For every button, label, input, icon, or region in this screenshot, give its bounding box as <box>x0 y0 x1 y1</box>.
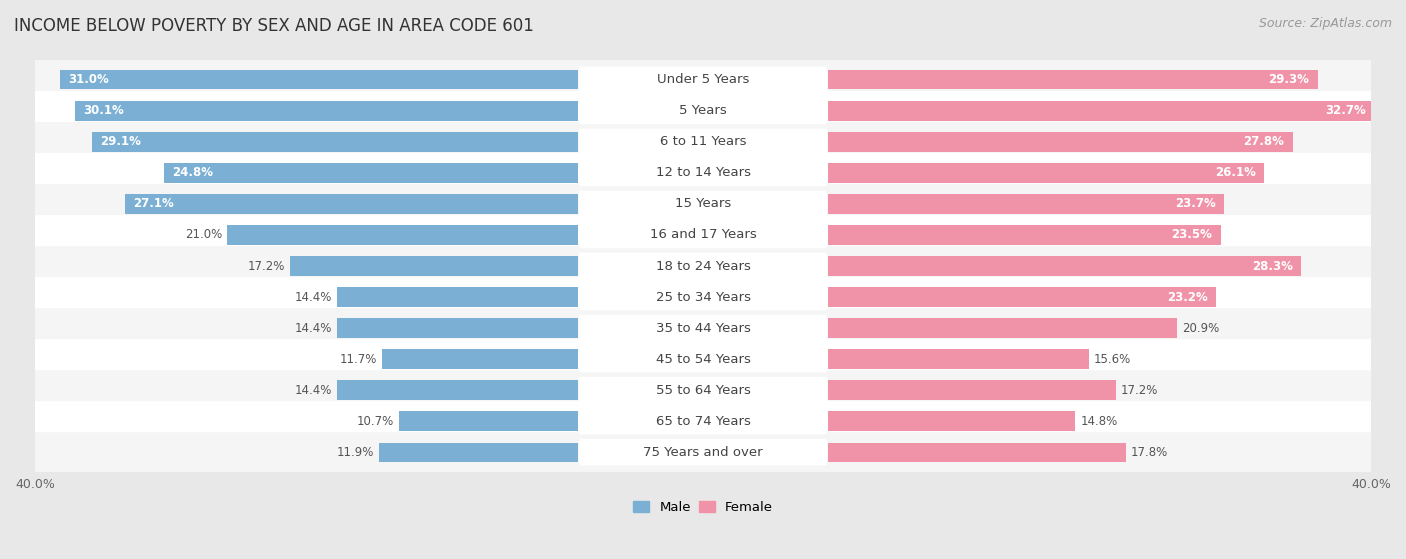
Text: 11.9%: 11.9% <box>336 446 374 458</box>
Text: 35 to 44 Years: 35 to 44 Years <box>655 321 751 334</box>
Text: 21.0%: 21.0% <box>184 229 222 241</box>
Bar <box>828 443 1126 462</box>
FancyBboxPatch shape <box>579 283 827 310</box>
Text: 28.3%: 28.3% <box>1251 259 1292 272</box>
Text: 45 to 54 Years: 45 to 54 Years <box>655 353 751 366</box>
Bar <box>291 257 578 276</box>
Text: 6 to 11 Years: 6 to 11 Years <box>659 135 747 149</box>
FancyBboxPatch shape <box>24 401 1382 441</box>
Text: 31.0%: 31.0% <box>69 73 110 87</box>
Bar <box>828 319 1177 338</box>
Text: Source: ZipAtlas.com: Source: ZipAtlas.com <box>1258 17 1392 30</box>
Legend: Male, Female: Male, Female <box>627 495 779 519</box>
Text: 23.5%: 23.5% <box>1171 229 1212 241</box>
FancyBboxPatch shape <box>579 98 827 124</box>
FancyBboxPatch shape <box>579 191 827 217</box>
FancyBboxPatch shape <box>24 122 1382 162</box>
Bar <box>828 163 1264 183</box>
FancyBboxPatch shape <box>24 153 1382 193</box>
FancyBboxPatch shape <box>579 439 827 466</box>
Bar <box>828 70 1317 89</box>
FancyBboxPatch shape <box>579 160 827 186</box>
FancyBboxPatch shape <box>579 315 827 342</box>
Bar <box>125 195 578 214</box>
Bar <box>828 132 1292 151</box>
Bar <box>60 70 578 89</box>
FancyBboxPatch shape <box>579 377 827 404</box>
Text: 17.8%: 17.8% <box>1130 446 1168 458</box>
Bar <box>399 411 578 431</box>
Text: 11.7%: 11.7% <box>340 353 377 366</box>
Text: 10.7%: 10.7% <box>357 415 394 428</box>
Text: 29.3%: 29.3% <box>1268 73 1309 87</box>
Bar <box>828 101 1375 121</box>
Bar <box>828 225 1220 245</box>
FancyBboxPatch shape <box>24 215 1382 255</box>
Text: 15.6%: 15.6% <box>1094 353 1130 366</box>
FancyBboxPatch shape <box>24 246 1382 286</box>
Bar <box>163 163 578 183</box>
Text: 12 to 14 Years: 12 to 14 Years <box>655 167 751 179</box>
Text: 17.2%: 17.2% <box>1121 383 1159 396</box>
Text: 14.4%: 14.4% <box>295 383 332 396</box>
Text: 30.1%: 30.1% <box>83 105 124 117</box>
FancyBboxPatch shape <box>24 60 1382 100</box>
Text: 27.1%: 27.1% <box>134 197 174 210</box>
Text: 20.9%: 20.9% <box>1182 321 1219 334</box>
FancyBboxPatch shape <box>24 308 1382 348</box>
Text: 32.7%: 32.7% <box>1326 105 1367 117</box>
Bar <box>382 349 578 369</box>
FancyBboxPatch shape <box>579 253 827 280</box>
Text: 18 to 24 Years: 18 to 24 Years <box>655 259 751 272</box>
FancyBboxPatch shape <box>24 184 1382 224</box>
Bar <box>828 381 1115 400</box>
Text: 26.1%: 26.1% <box>1215 167 1256 179</box>
Text: 55 to 64 Years: 55 to 64 Years <box>655 383 751 396</box>
Text: 15 Years: 15 Years <box>675 197 731 210</box>
Bar <box>828 257 1301 276</box>
Text: 29.1%: 29.1% <box>100 135 141 149</box>
Bar <box>828 349 1088 369</box>
FancyBboxPatch shape <box>24 277 1382 317</box>
Bar <box>828 287 1216 307</box>
FancyBboxPatch shape <box>24 339 1382 379</box>
Text: 23.2%: 23.2% <box>1167 291 1208 304</box>
FancyBboxPatch shape <box>579 129 827 155</box>
Text: 75 Years and over: 75 Years and over <box>643 446 763 458</box>
Text: 24.8%: 24.8% <box>172 167 212 179</box>
Text: 65 to 74 Years: 65 to 74 Years <box>655 415 751 428</box>
Bar <box>337 381 578 400</box>
Bar <box>337 287 578 307</box>
Text: INCOME BELOW POVERTY BY SEX AND AGE IN AREA CODE 601: INCOME BELOW POVERTY BY SEX AND AGE IN A… <box>14 17 534 35</box>
Text: Under 5 Years: Under 5 Years <box>657 73 749 87</box>
Bar <box>75 101 578 121</box>
Bar <box>828 411 1076 431</box>
FancyBboxPatch shape <box>579 221 827 248</box>
FancyBboxPatch shape <box>579 345 827 372</box>
Bar <box>828 195 1225 214</box>
Text: 23.7%: 23.7% <box>1175 197 1216 210</box>
Text: 14.4%: 14.4% <box>295 291 332 304</box>
Text: 16 and 17 Years: 16 and 17 Years <box>650 229 756 241</box>
Bar <box>226 225 578 245</box>
Text: 17.2%: 17.2% <box>247 259 285 272</box>
Bar <box>337 319 578 338</box>
Bar <box>380 443 578 462</box>
FancyBboxPatch shape <box>579 408 827 434</box>
Text: 5 Years: 5 Years <box>679 105 727 117</box>
FancyBboxPatch shape <box>24 432 1382 472</box>
Text: 14.8%: 14.8% <box>1080 415 1118 428</box>
Text: 25 to 34 Years: 25 to 34 Years <box>655 291 751 304</box>
FancyBboxPatch shape <box>579 67 827 93</box>
Bar <box>91 132 578 151</box>
Text: 27.8%: 27.8% <box>1243 135 1284 149</box>
FancyBboxPatch shape <box>24 91 1382 131</box>
FancyBboxPatch shape <box>24 370 1382 410</box>
Text: 14.4%: 14.4% <box>295 321 332 334</box>
